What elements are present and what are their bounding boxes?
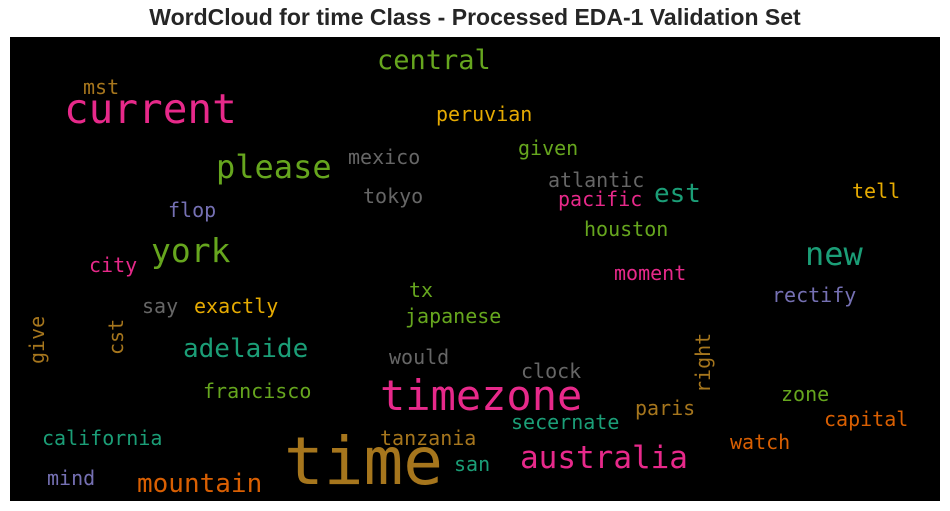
word-mst: mst xyxy=(83,75,120,99)
word-houston: houston xyxy=(584,217,669,241)
word-tell: tell xyxy=(852,179,901,203)
word-secernate: secernate xyxy=(511,410,620,434)
word-flop: flop xyxy=(168,198,217,222)
word-tokyo: tokyo xyxy=(363,184,424,208)
word-central: central xyxy=(377,45,491,76)
word-cst: cst xyxy=(104,318,128,355)
word-moment: moment xyxy=(614,261,687,285)
word-tanzania: tanzania xyxy=(380,426,477,450)
word-est: est xyxy=(654,179,701,209)
word-time: time xyxy=(284,423,443,500)
word-mountain: mountain xyxy=(137,469,263,499)
word-york: york xyxy=(151,231,231,270)
word-timezone: timezone xyxy=(380,371,583,420)
word-francisco: francisco xyxy=(203,379,312,403)
word-say: say xyxy=(142,294,179,318)
word-right: right xyxy=(691,332,715,393)
word-san: san xyxy=(454,452,491,476)
word-atlantic: atlantic xyxy=(548,168,645,192)
word-city: city xyxy=(89,253,138,277)
chart-title: WordCloud for time Class - Processed EDA… xyxy=(149,4,801,30)
word-given: given xyxy=(518,136,579,160)
word-give: give xyxy=(25,315,49,364)
word-rectify: rectify xyxy=(772,283,857,307)
word-australia: australia xyxy=(520,440,688,476)
word-capital: capital xyxy=(824,407,909,431)
word-exactly: exactly xyxy=(194,294,279,318)
word-japanese: japanese xyxy=(405,304,502,328)
word-cloud-canvas: time timezone current australia please y… xyxy=(10,37,940,501)
word-mexico: mexico xyxy=(348,145,421,169)
word-new: new xyxy=(805,235,863,273)
word-tx: tx xyxy=(409,278,434,302)
word-peruvian: peruvian xyxy=(436,102,533,126)
word-would: would xyxy=(389,345,450,369)
word-please: please xyxy=(216,148,332,186)
word-adelaide: adelaide xyxy=(183,334,309,364)
word-california: california xyxy=(42,426,163,450)
word-pacific: pacific xyxy=(558,187,643,211)
word-paris: paris xyxy=(635,396,696,420)
word-zone: zone xyxy=(781,382,830,406)
word-current: current xyxy=(64,85,237,133)
word-clock: clock xyxy=(521,359,582,383)
word-mind: mind xyxy=(47,466,96,490)
word-watch: watch xyxy=(730,430,791,454)
